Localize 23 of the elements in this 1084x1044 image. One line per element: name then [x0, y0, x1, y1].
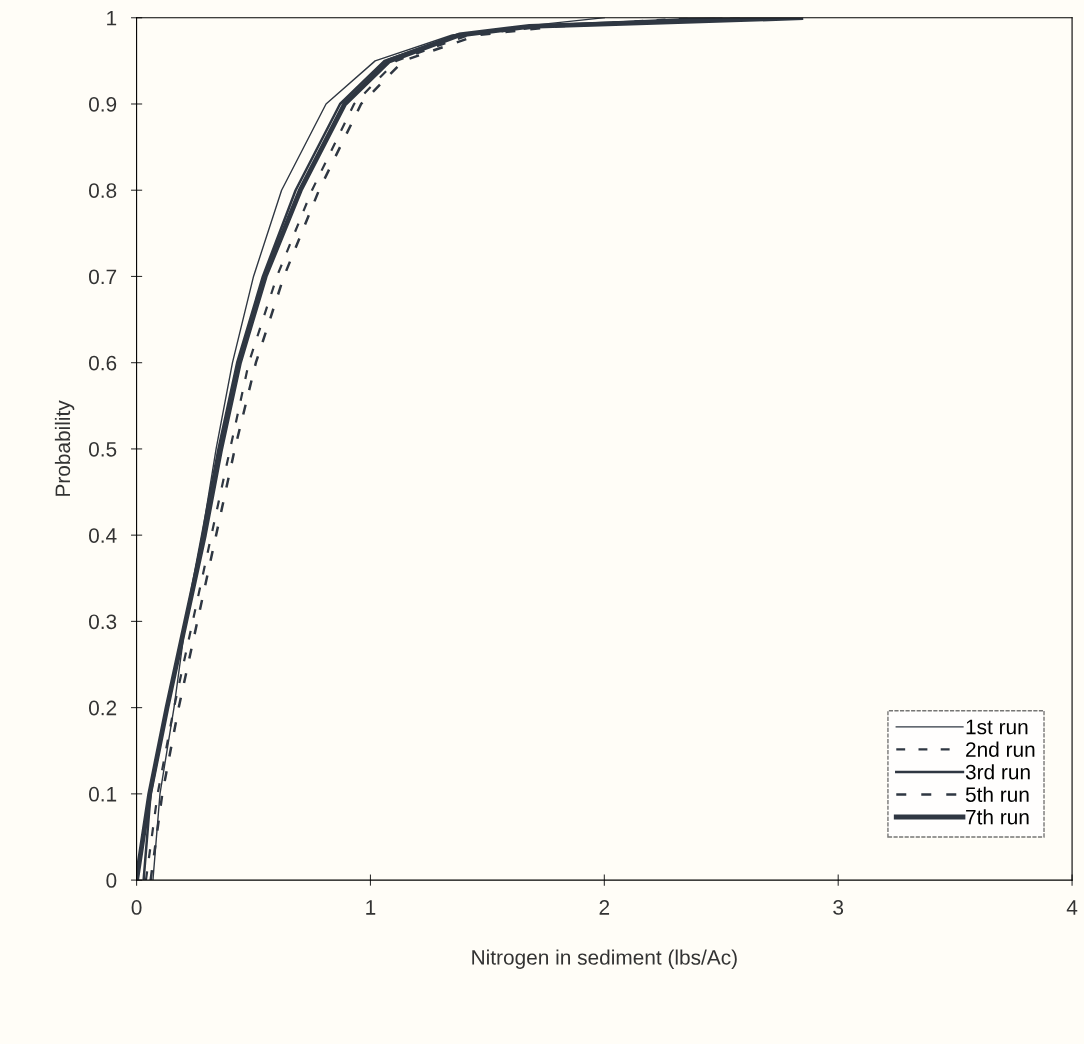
- y-tick-label: 0.4: [89, 528, 117, 543]
- y-tick-label: 0.7: [89, 269, 117, 285]
- y-tick-label: 0.8: [89, 183, 117, 198]
- y-tick-label: 0.5: [89, 441, 117, 457]
- y-tick-label: 0.1: [89, 786, 117, 802]
- legend-label: 5th run: [965, 786, 1029, 802]
- y-tick-label: 1: [107, 10, 117, 26]
- y-tick-label: 0.2: [89, 700, 117, 716]
- legend-label: 7th run: [966, 809, 1029, 825]
- y-tick-label: 0: [106, 873, 117, 888]
- legend-label: 1st run: [966, 719, 1028, 735]
- x-tick-label: 1: [366, 900, 376, 915]
- y-tick-label: 0.9: [89, 96, 117, 112]
- x-tick-label: 3: [833, 900, 844, 915]
- x-axis-title: Nitrogen in sediment (lbs/Ac): [472, 949, 737, 969]
- y-axis-title: Probability: [54, 400, 75, 496]
- y-tick-label: 0.3: [89, 614, 117, 630]
- legend-label: 3rd run: [965, 764, 1030, 780]
- legend-label: 2nd run: [966, 741, 1035, 757]
- x-tick-label: 0: [131, 900, 142, 915]
- x-tick-label: 4: [1066, 900, 1078, 915]
- x-tick-label: 2: [599, 900, 610, 915]
- y-tick-label: 0.6: [89, 355, 117, 371]
